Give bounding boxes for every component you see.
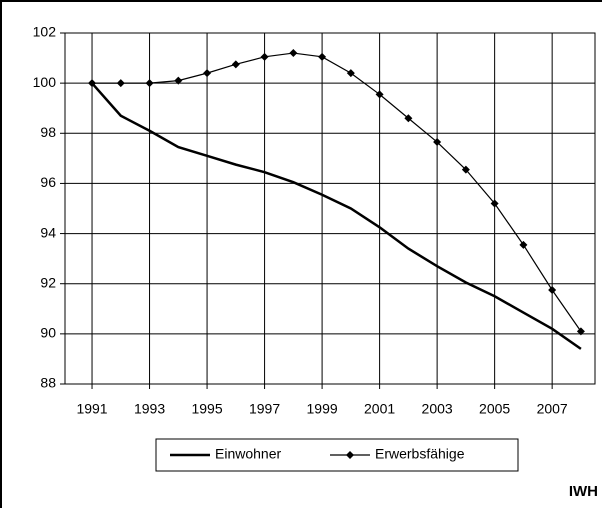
y-tick-label: 90 xyxy=(40,325,56,341)
x-tick-label: 1993 xyxy=(134,401,165,417)
data-point xyxy=(519,240,528,249)
data-point xyxy=(548,285,557,294)
legend-marker xyxy=(346,451,354,459)
data-point xyxy=(231,60,240,69)
y-tick-label: 100 xyxy=(33,74,57,90)
y-tick-label: 92 xyxy=(40,274,56,290)
data-point xyxy=(116,79,125,88)
data-point xyxy=(88,79,97,88)
legend: Einwohner Erwerbsfähige xyxy=(155,438,519,472)
plot-area xyxy=(64,32,596,385)
data-point xyxy=(490,199,499,208)
x-tick-label: 2007 xyxy=(537,401,568,417)
data-point xyxy=(145,79,154,88)
x-tick-label: 1991 xyxy=(76,401,107,417)
data-point xyxy=(260,52,269,61)
x-tick-label: 1997 xyxy=(249,401,280,417)
data-point xyxy=(461,165,470,174)
data-point xyxy=(346,69,355,78)
data-point xyxy=(203,69,212,78)
data-point xyxy=(318,52,327,61)
y-tick-label: 98 xyxy=(40,124,56,140)
legend-label: Einwohner xyxy=(215,446,281,462)
y-tick-label: 102 xyxy=(33,24,57,40)
x-tick-label: 1995 xyxy=(191,401,222,417)
y-tick-label: 96 xyxy=(40,174,56,190)
x-tick-label: 2003 xyxy=(422,401,453,417)
series-line xyxy=(91,82,582,350)
x-tick-label: 1999 xyxy=(307,401,338,417)
data-point xyxy=(375,90,384,99)
data-point xyxy=(404,114,413,123)
legend-label: Erwerbsfähige xyxy=(375,446,465,462)
data-point xyxy=(576,327,585,336)
data-point xyxy=(433,138,442,147)
x-tick-label: 2001 xyxy=(364,401,395,417)
y-tick-label: 88 xyxy=(40,375,56,391)
x-tick-label: 2005 xyxy=(479,401,510,417)
data-point xyxy=(174,76,183,85)
source: IWH xyxy=(569,483,598,500)
data-point xyxy=(289,49,298,58)
y-tick-label: 94 xyxy=(40,224,56,240)
series-line xyxy=(92,52,582,332)
